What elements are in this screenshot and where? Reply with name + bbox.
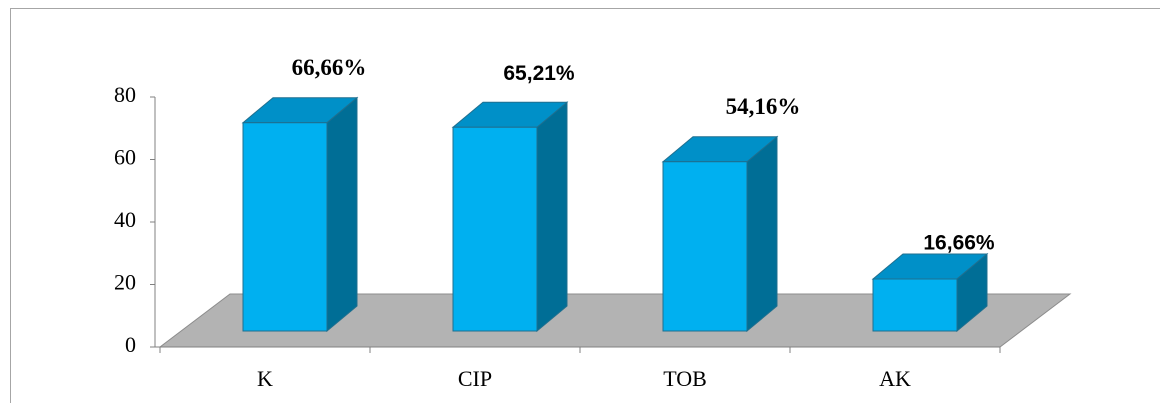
bar-face [662, 161, 748, 332]
x-tick-label: CIP [458, 366, 492, 391]
bar-face [536, 101, 568, 333]
bar [451, 101, 569, 333]
y-tick-label: 0 [125, 332, 136, 357]
bar [871, 252, 989, 333]
bar-face [746, 135, 778, 333]
bar [241, 96, 359, 333]
y-tick-label: 80 [114, 82, 136, 107]
x-tick-label: AK [879, 366, 911, 391]
bar-face [872, 278, 958, 332]
x-tick-label: K [257, 366, 273, 391]
bar [661, 135, 779, 333]
x-tick-label: TOB [663, 366, 707, 391]
y-tick-label: 60 [114, 145, 136, 170]
value-label: 54,16% [726, 94, 801, 119]
value-label: 66,66% [292, 55, 367, 80]
bar-face [242, 122, 328, 332]
y-tick-label: 40 [114, 207, 136, 232]
chart-frame [10, 8, 1160, 403]
bar-face [326, 96, 358, 333]
y-tick-label: 20 [114, 270, 136, 295]
value-label: 65,21% [503, 62, 575, 85]
bar-face [452, 126, 538, 332]
value-label: 16,66% [923, 231, 995, 254]
